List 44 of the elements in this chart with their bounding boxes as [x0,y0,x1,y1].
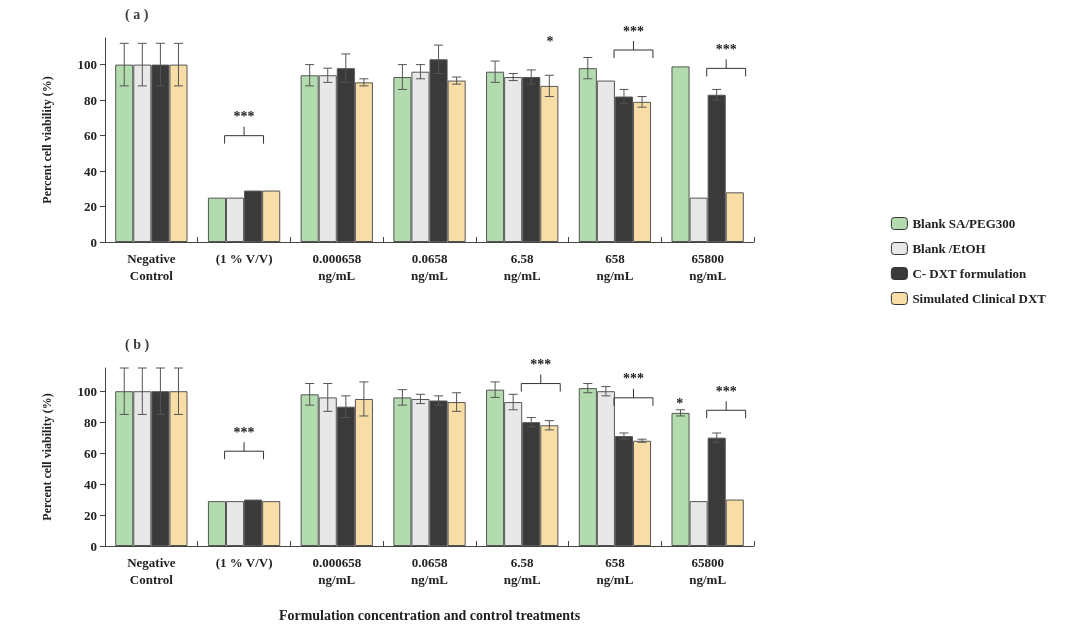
y-tick-label: 80 [84,92,97,108]
chart-title: ( a ) [125,6,149,23]
y-tick-label: 20 [84,199,97,215]
x-tick-label: 6.58 ng/mL [503,555,541,587]
annotation: * [546,33,554,49]
y-tick-label: 100 [77,57,97,73]
x-tick-label: 658 ng/mL [596,251,634,283]
y-tick-label: 0 [90,234,97,250]
legend-label: C- DXT formulation [912,266,1028,281]
annotation: * [676,396,684,412]
annotation: *** [715,41,737,57]
legend-label: Simulated Clinical DXT [912,291,1047,306]
legend-label: Blank SA/PEG300 [912,216,1016,231]
x-tick-label: 6.58 ng/mL [503,251,541,283]
y-tick-label: 0 [90,538,97,554]
x-tick-label: (1 % V/V) [215,555,273,570]
y-tick-label: 40 [84,476,97,492]
x-tick-label: 0.000658 ng/mL [312,555,362,587]
y-axis-title: Percent cell viability (%) [40,393,54,521]
x-tick-label: (1 % V/V) [215,251,273,266]
x-tick-label: 65800 ng/mL [689,251,727,283]
annotation: *** [530,357,552,373]
chart-title: ( b ) [125,336,150,353]
annotation: *** [715,383,737,399]
legend-label: Blank /EtOH [912,241,986,256]
y-tick-label: 60 [84,128,97,144]
x-tick-label: 658 ng/mL [596,555,634,587]
annotation: *** [622,371,644,387]
x-tick-label: 0.000658 ng/mL [312,251,362,283]
y-tick-label: 100 [77,383,97,399]
annotation: *** [622,23,644,39]
annotation: *** [233,424,255,440]
y-tick-label: 80 [84,414,97,430]
x-tick-label: Negative Control [127,555,176,587]
x-tick-label: 65800 ng/mL [689,555,727,587]
x-axis-title: Formulation concentration and control treatments [278,607,581,623]
x-tick-label: 0.0658 ng/mL [411,555,449,587]
annotation: *** [233,109,255,125]
x-tick-label: 0.0658 ng/mL [411,251,449,283]
y-tick-label: 40 [84,163,97,179]
x-tick-label: Negative Control [127,251,176,283]
y-tick-label: 20 [84,507,97,523]
y-axis-title: Percent cell viability (%) [40,76,54,204]
y-tick-label: 60 [84,445,97,461]
